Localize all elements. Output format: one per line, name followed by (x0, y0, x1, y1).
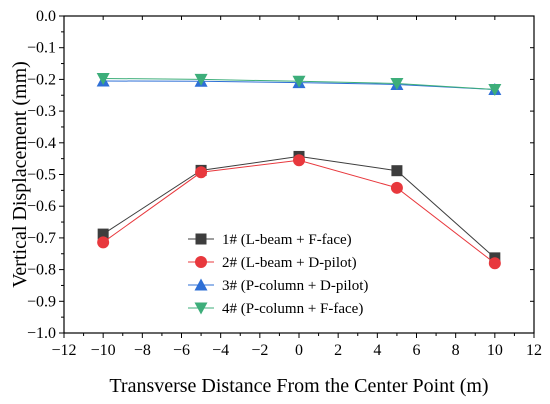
y-tick-label: 0.0 (36, 8, 56, 25)
data-point (293, 154, 305, 167)
data-point (390, 78, 404, 91)
data-point (390, 181, 403, 194)
legend-marker (194, 278, 208, 291)
x-axis-title: Transverse Distance From the Center Poin… (109, 375, 488, 397)
legend-item-4: 4# (P-column + F-face) (188, 301, 363, 317)
y-tick-label: −0.8 (27, 262, 56, 279)
x-tick-label: 4 (373, 342, 381, 359)
series-2 (97, 154, 501, 270)
data-point (488, 257, 501, 270)
legend-item-2: 2# (L-beam + D-pilot) (188, 255, 357, 271)
legend-item-3: 3# (P-column + D-pilot) (188, 278, 368, 294)
legend: 1# (L-beam + F-face) 2# (L-beam + D-pilot… (188, 232, 368, 317)
legend-marker (195, 256, 207, 268)
data-point (195, 166, 208, 179)
y-tick-label: −1.0 (27, 325, 56, 342)
y-tick-label: −0.6 (27, 198, 56, 215)
data-point (391, 165, 403, 177)
y-tick-label: −0.1 (27, 40, 56, 57)
y-axis-title: Vertical Displacement (mm) (9, 61, 31, 288)
legend-label: 4# (P-column + F-face) (222, 301, 363, 317)
x-tick-label: −8 (134, 342, 151, 359)
legend-label: 3# (P-column + D-pilot) (222, 278, 368, 294)
x-tick-label: 12 (526, 342, 542, 359)
y-tick-label: −0.7 (27, 230, 56, 247)
x-tick-label: 0 (295, 342, 303, 359)
legend-label: 1# (L-beam + F-face) (222, 232, 352, 248)
legend-item-1: 1# (L-beam + F-face) (188, 232, 352, 248)
series-4 (96, 72, 502, 97)
x-tick-label: −6 (173, 342, 190, 359)
x-tick-label: −10 (91, 342, 116, 359)
x-tick-label: 10 (487, 342, 503, 359)
legend-marker (195, 233, 207, 245)
y-tick-label: −0.4 (27, 135, 56, 152)
legend-label: 2# (L-beam + D-pilot) (222, 255, 357, 271)
x-tick-label: 8 (452, 342, 460, 359)
data-point (194, 73, 208, 86)
x-tick-label: −4 (212, 342, 229, 359)
data-point (96, 72, 110, 85)
y-tick-label: −0.2 (27, 71, 56, 88)
y-tick-label: −0.9 (27, 293, 56, 310)
data-point (97, 228, 109, 240)
axes: −12 −10 −8 −6 −4 −2 0 2 4 6 8 10 12 0.0 −0.1 −0.2 −0.3 −0… (27, 8, 542, 359)
data-point (292, 75, 306, 88)
x-tick-label: 2 (334, 342, 342, 359)
data-point (97, 236, 110, 249)
y-tick-label: −0.3 (27, 103, 56, 120)
series-layer (96, 72, 502, 270)
x-tick-label: 6 (413, 342, 421, 359)
x-tick-label: −12 (51, 342, 76, 359)
data-point (488, 84, 502, 97)
legend-marker (194, 302, 208, 315)
x-tick-label: −2 (251, 342, 268, 359)
y-tick-label: −0.5 (27, 167, 56, 184)
